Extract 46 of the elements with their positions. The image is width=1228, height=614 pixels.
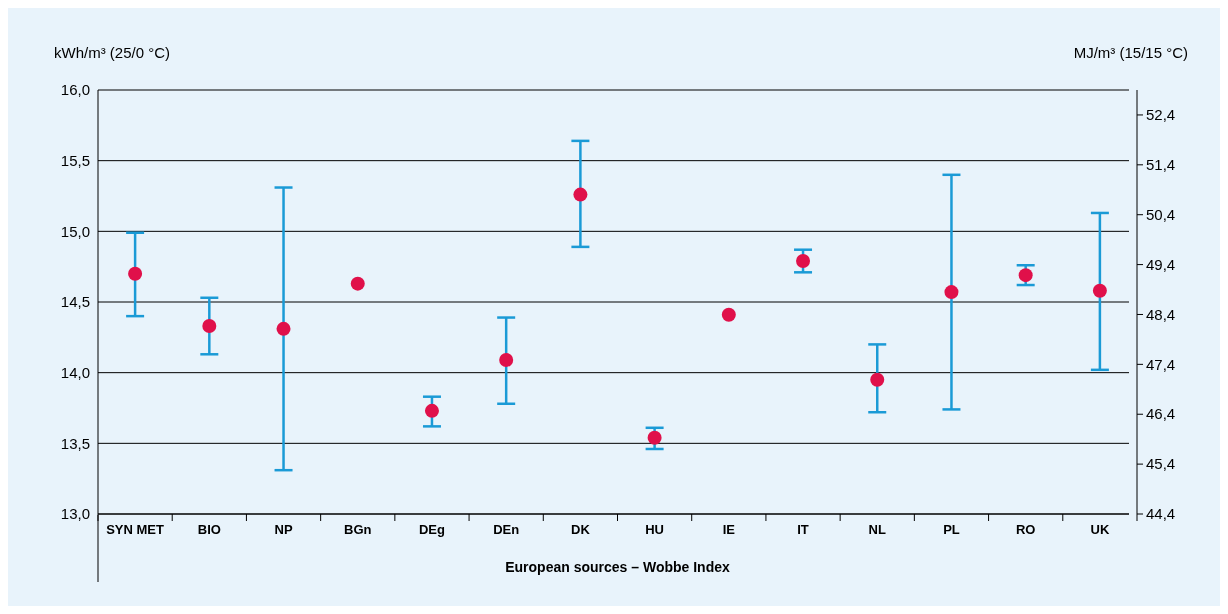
x-tick-label: IE [722, 522, 736, 537]
x-tick-label: RO [1015, 522, 1036, 537]
y-tick-label: 15,5 [60, 151, 90, 169]
x-tick-label: HU [645, 522, 664, 537]
point [276, 321, 291, 336]
y2-tick-label: 47,4 [1146, 355, 1176, 373]
point [350, 276, 365, 291]
y2-tick-label: 48,4 [1146, 305, 1176, 323]
y-axis-title: kWh/m³ (25/0 °C) [54, 44, 171, 61]
x-tick-label: UK [1090, 522, 1110, 537]
point [499, 352, 514, 367]
x-tick-label: DEg [418, 522, 446, 537]
point [944, 285, 959, 300]
x-axis-title: European sources – Wobbe Index [505, 559, 730, 575]
y-tick-label: 14,5 [60, 293, 90, 311]
y-tick-label: 16,0 [60, 81, 90, 99]
x-tick-label: NP [274, 522, 293, 537]
point [573, 187, 588, 202]
x-tick-label: DK [571, 522, 591, 537]
point [128, 266, 143, 281]
y-tick-label: 14,0 [60, 363, 90, 381]
point [1092, 283, 1107, 298]
y2-tick-label: 52,4 [1146, 106, 1176, 124]
x-tick-label: NL [868, 522, 886, 537]
x-tick-label: BGn [344, 522, 372, 537]
point [796, 254, 811, 269]
point [202, 319, 217, 334]
x-tick-label: DEn [493, 522, 520, 537]
y2-tick-label: 44,4 [1146, 505, 1176, 523]
x-tick-label: SYN MET [106, 522, 165, 537]
point [721, 307, 736, 322]
point [647, 430, 662, 445]
y-tick-label: 15,0 [60, 222, 90, 240]
y2-tick-label: 50,4 [1146, 205, 1176, 223]
y2-axis-title: MJ/m³ (15/15 °C) [1073, 44, 1188, 61]
x-tick-label: IT [797, 522, 809, 537]
y2-tick-label: 51,4 [1146, 156, 1176, 174]
x-tick-label: BIO [197, 522, 221, 537]
y-tick-label: 13,0 [60, 505, 90, 523]
y2-tick-label: 46,4 [1146, 405, 1176, 423]
x-tick-label: PL [943, 522, 960, 537]
y-tick-label: 13,5 [60, 434, 90, 452]
y2-tick-label: 45,4 [1146, 455, 1176, 473]
y2-tick-label: 49,4 [1146, 255, 1176, 273]
point [870, 372, 885, 387]
point [424, 403, 439, 418]
